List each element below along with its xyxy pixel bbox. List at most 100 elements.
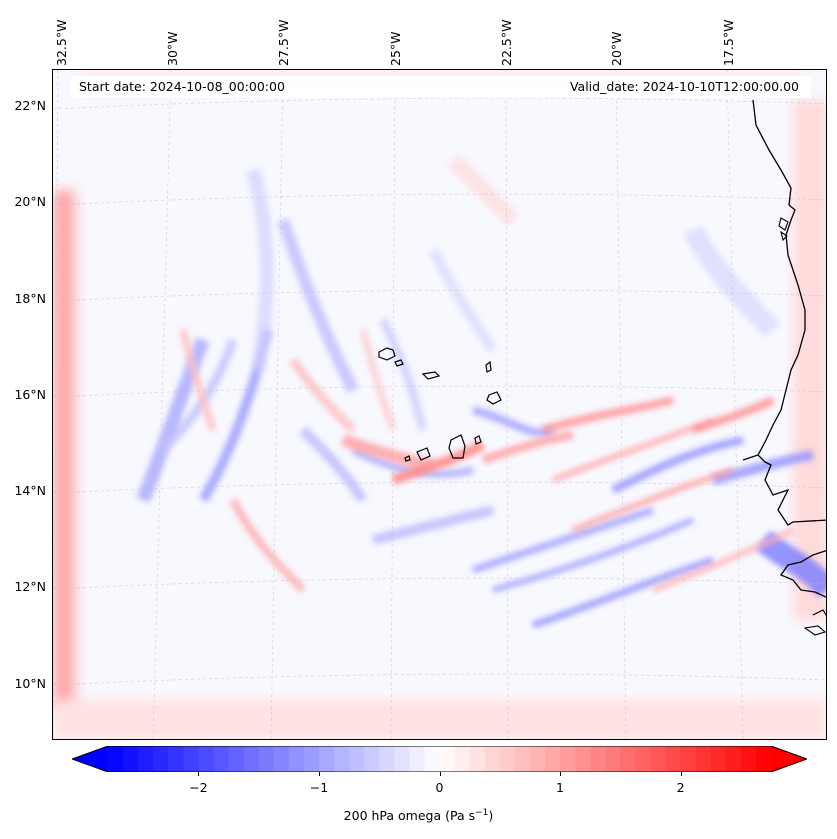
colorbar-tick-mark	[680, 772, 682, 776]
colorbar-cell	[484, 746, 501, 772]
lon-label-17-5w: 17.5°W	[721, 19, 736, 66]
africa-coastline-guinea-bissau	[780, 549, 826, 598]
west-boundary-ascent-band	[53, 190, 83, 710]
colorbar-cell	[198, 746, 215, 772]
colorbar-tick-mark	[560, 772, 562, 776]
africa-coastline-north	[742, 99, 806, 461]
colorbar-cell	[710, 746, 727, 772]
colorbar-cell	[560, 746, 576, 772]
date-header-bar	[71, 76, 811, 98]
colorbar-cell	[620, 746, 636, 772]
lat-label-20n: 20°N	[14, 194, 46, 209]
colorbar-cell	[575, 746, 591, 772]
colorbar-cell	[665, 746, 682, 772]
santo-antao-island	[378, 347, 396, 361]
colorbar-tick-mark	[318, 772, 320, 776]
lat-label-10n: 10°N	[14, 676, 46, 691]
lon-label-22-5w: 22.5°W	[499, 19, 514, 66]
sal-island	[485, 360, 492, 373]
colorbar-cell	[755, 746, 772, 772]
sao-vicente-island	[394, 359, 404, 367]
colorbar-high-extension	[771, 746, 807, 772]
colorbar-cell	[258, 746, 275, 772]
colorbar-cell	[213, 746, 230, 772]
lat-label-14n: 14°N	[14, 483, 46, 498]
lon-label-32-5w: 32.5°W	[54, 19, 69, 66]
colorbar-cell	[514, 746, 531, 772]
lon-label-20w: 20°W	[609, 31, 624, 66]
brava-island	[404, 455, 411, 462]
colorbar-tick-label: 1	[556, 780, 565, 795]
colorbar-cell	[183, 746, 200, 772]
colorbar	[72, 746, 807, 772]
colorbar-cell	[168, 746, 184, 772]
south-boundary-band	[53, 700, 826, 739]
colorbar-tick-mark	[198, 772, 200, 776]
maio-island	[474, 435, 482, 445]
lat-label-12n: 12°N	[14, 579, 46, 594]
colorbar-cell	[409, 746, 426, 772]
colorbar-cell	[228, 746, 245, 772]
positive-omega-streaks	[179, 154, 795, 593]
lat-label-22n: 22°N	[14, 98, 46, 113]
africa-coastline-senegambia	[757, 454, 826, 526]
colorbar-cell	[454, 746, 471, 772]
colorbar-variable: 200 hPa omega	[343, 808, 442, 824]
fogo-island	[416, 447, 431, 461]
colorbar-cell	[334, 746, 350, 772]
colorbar-cell	[590, 746, 606, 772]
colorbar-cell	[379, 746, 395, 772]
omega-field-map	[53, 70, 826, 739]
colorbar-units-exponent: −1	[475, 808, 489, 818]
colorbar-cells	[108, 746, 772, 772]
colorbar-cell	[635, 746, 652, 772]
colorbar-cell	[349, 746, 365, 772]
colorbar-tick-label: 0	[435, 780, 444, 795]
colorbar-tick-label: −2	[189, 780, 208, 795]
start-date-label: Start date: 2024-10-08_00:00:00	[79, 79, 285, 94]
colorbar-units: Pa s	[450, 808, 476, 824]
field-background	[53, 70, 826, 739]
east-boundary-band	[793, 100, 826, 620]
sao-nicolau-island	[421, 371, 441, 380]
colorbar-cell	[529, 746, 546, 772]
colorbar-cell	[439, 746, 456, 772]
lon-label-27-5w: 27.5°W	[276, 19, 291, 66]
colorbar-cell	[650, 746, 667, 772]
colorbar-cell	[108, 746, 124, 772]
colorbar-cell	[725, 746, 742, 772]
colorbar-cell	[364, 746, 380, 772]
graticule	[53, 70, 826, 739]
coastal-islets	[778, 217, 789, 242]
boa-vista-island	[486, 391, 502, 405]
colorbar-cell	[695, 746, 712, 772]
bijagos-islands	[803, 609, 826, 636]
colorbar-tick-label: −1	[309, 780, 329, 795]
colorbar-tick-mark	[439, 772, 441, 776]
colorbar-tick-label: 2	[676, 780, 685, 795]
valid-date-label: Valid_date: 2024-10-10T12:00:00.00	[569, 79, 799, 94]
colorbar-low-extension	[72, 746, 108, 772]
lat-label-16n: 16°N	[14, 387, 46, 402]
colorbar-cell	[288, 746, 305, 772]
colorbar-cell	[424, 746, 441, 772]
colorbar-cell	[243, 746, 260, 772]
colorbar-cell	[123, 746, 139, 772]
lon-label-25w: 25°W	[388, 31, 403, 66]
santiago-island	[448, 434, 466, 459]
colorbar-cell	[680, 746, 697, 772]
colorbar-cell	[605, 746, 621, 772]
lat-label-18n: 18°N	[14, 291, 46, 306]
colorbar-cell	[318, 746, 335, 772]
colorbar-cell	[138, 746, 154, 772]
colorbar-cell	[740, 746, 757, 772]
colorbar-cell	[273, 746, 290, 772]
colorbar-cell	[394, 746, 410, 772]
colorbar-cell	[469, 746, 486, 772]
cape-verde-islands	[378, 347, 502, 462]
colorbar-cell	[153, 746, 169, 772]
lon-label-30w: 30°W	[165, 31, 180, 66]
map-panel[interactable]: Start date: 2024-10-08_00:00:00 Valid_da…	[52, 69, 827, 740]
colorbar-label: 200 hPa omega (Pa s−1)	[343, 808, 494, 824]
colorbar-cell	[499, 746, 516, 772]
